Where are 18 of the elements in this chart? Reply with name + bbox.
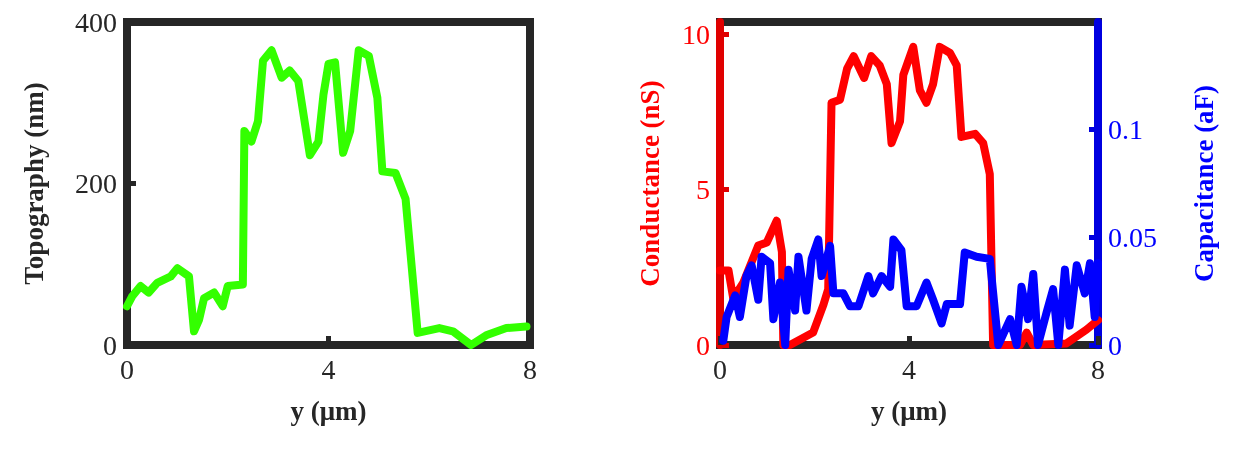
x-axis-title: y (μm) [290, 395, 367, 426]
y-tick-label: 5 [696, 174, 710, 206]
y-axis-title: Topography (nm) [18, 82, 49, 285]
y-tick-label: 200 [75, 168, 117, 199]
x-tick-label: 4 [902, 353, 916, 385]
y-axis-title: Conductance (nS) [634, 80, 665, 287]
x-axis-title: y (μm) [870, 395, 948, 426]
x-tick-label: 8 [523, 353, 537, 385]
y2-axis-title: Capacitance (aF) [1188, 84, 1219, 283]
y2-tick-label: 0.05 [1108, 221, 1157, 253]
y-tick-label: 10 [682, 18, 710, 50]
y-tick-label: 0 [696, 329, 710, 361]
y-tick-label: 400 [75, 6, 117, 38]
x-tick-label: 4 [321, 353, 336, 385]
y2-tick-label: 0 [1108, 329, 1122, 361]
x-tick-label: 8 [1091, 353, 1105, 385]
y2-tick-label: 0.1 [1108, 114, 1143, 146]
y-tick-label: 0 [103, 329, 117, 361]
